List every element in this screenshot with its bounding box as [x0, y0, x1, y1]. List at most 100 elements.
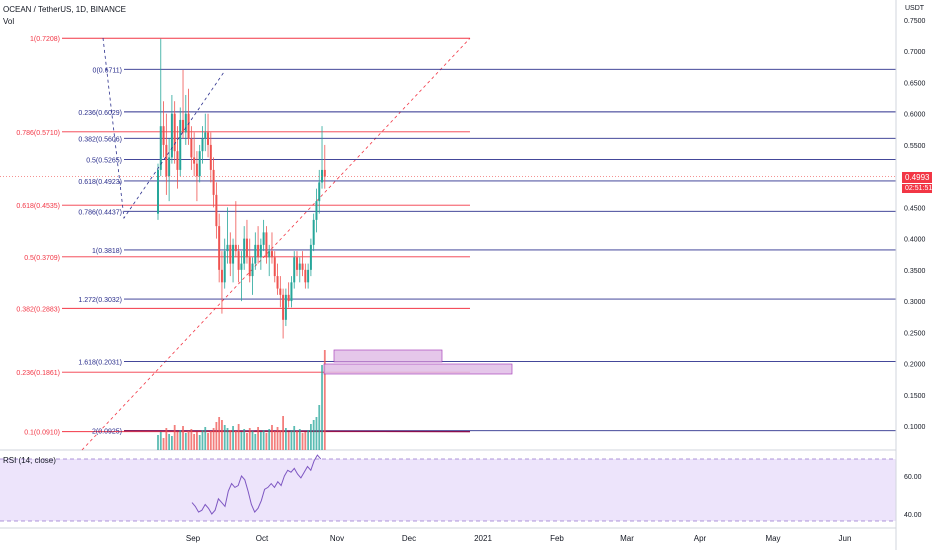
- price-tick-label: 0.3000: [904, 299, 926, 306]
- candle-body: [159, 126, 162, 170]
- price-tick-label: 0.4500: [904, 205, 926, 212]
- volume-bar: [246, 433, 248, 450]
- volume-bar: [315, 417, 318, 450]
- volume-bar: [218, 417, 221, 450]
- candle-body: [265, 232, 268, 258]
- volume-bar: [265, 433, 268, 450]
- volume-bar: [271, 425, 273, 450]
- candle-body: [168, 157, 171, 177]
- fib-red-label: 0.618(0.4535): [16, 203, 60, 210]
- candle-body: [170, 113, 173, 158]
- candle-body: [304, 269, 307, 283]
- volume-bar: [176, 432, 179, 450]
- candle-body: [243, 238, 246, 264]
- candle-body: [290, 282, 293, 302]
- volume-bar: [165, 428, 168, 450]
- candle-body: [240, 263, 243, 270]
- fib-red-label: 0.236(0.1861): [16, 370, 60, 377]
- fib-red-label: 0.382(0.2883): [16, 306, 60, 313]
- candle-body: [179, 119, 182, 170]
- currency-label[interactable]: USDT: [905, 5, 925, 12]
- volume-bar: [212, 428, 215, 450]
- candle-body: [187, 113, 190, 139]
- candle-body: [248, 257, 251, 277]
- volume-bar: [298, 429, 301, 450]
- fib-extension-path: [102, 37, 225, 220]
- volume-bar: [301, 433, 304, 450]
- price-tick-label: 0.7000: [904, 49, 926, 56]
- volume-bar: [187, 431, 190, 450]
- candle-body: [257, 244, 260, 258]
- fib-red-label: 0.5(0.3709): [24, 255, 60, 262]
- time-tick-label: Oct: [256, 534, 269, 543]
- fib-blue-label: 2(0.0925): [92, 429, 122, 436]
- volume-bar: [287, 432, 290, 450]
- fib-red-trendline: [81, 37, 471, 451]
- time-tick-label: Sep: [186, 534, 201, 543]
- zone-box-upper: [333, 349, 443, 363]
- candle-body: [223, 251, 226, 283]
- candle-body: [209, 144, 212, 170]
- candle-body: [298, 263, 301, 270]
- candle-body: [312, 219, 315, 245]
- volume-bar: [273, 431, 276, 450]
- zone-box-lower: [323, 363, 513, 375]
- volume-bar: [226, 428, 229, 450]
- volume-bar: [293, 426, 296, 450]
- price-tick-label: 0.5500: [904, 143, 926, 150]
- candle-body: [193, 157, 196, 164]
- volume-bar: [279, 430, 282, 450]
- candle-body: [173, 113, 176, 152]
- volume-bar: [268, 429, 271, 450]
- fib-blue-label: 1.618(0.2031): [78, 360, 122, 367]
- volume-bar: [162, 438, 165, 450]
- time-tick-label: 2021: [474, 534, 492, 543]
- volume-bar: [257, 427, 259, 450]
- fib-blue-label: 1.272(0.3032): [78, 297, 122, 304]
- volume-label: Vol: [3, 17, 15, 26]
- candle-body: [251, 263, 254, 277]
- candle-body: [259, 244, 262, 258]
- fib-blue-label: 0.382(0.5606): [78, 136, 122, 143]
- volume-bar: [171, 436, 173, 450]
- rsi-tick-label: 40.00: [904, 512, 922, 519]
- fib-blue-label: 0.236(0.6029): [78, 110, 122, 117]
- price-tick-label: 0.2000: [904, 362, 926, 369]
- volume-bar: [229, 430, 232, 450]
- candle-body: [287, 294, 290, 302]
- time-tick-label: Jun: [839, 534, 852, 543]
- rsi-label[interactable]: RSI (14, close): [3, 456, 56, 465]
- candle-body: [301, 263, 304, 270]
- volume-bar: [234, 431, 237, 450]
- volume-bar: [251, 431, 254, 450]
- candle-body: [282, 294, 285, 320]
- candle-body: [207, 132, 210, 145]
- candle-body: [321, 169, 324, 183]
- candle-body: [268, 251, 271, 258]
- volume-bar: [312, 420, 315, 450]
- price-tick-label: 0.7500: [904, 18, 926, 25]
- volume-bar: [184, 433, 187, 450]
- candle-body: [284, 294, 287, 320]
- candle-body: [229, 244, 232, 264]
- volume-bar: [248, 428, 251, 450]
- candle-body: [309, 244, 312, 270]
- candle-body: [237, 251, 240, 270]
- price-tick-label: 0.2500: [904, 330, 926, 337]
- volume-bar: [215, 422, 218, 450]
- price-tick-label: 0.6000: [904, 112, 926, 119]
- rsi-tick-label: 60.00: [904, 474, 922, 481]
- volume-bar: [276, 427, 279, 450]
- price-tick-label: 0.4000: [904, 237, 926, 244]
- volume-bar: [204, 427, 207, 450]
- candle-body: [182, 119, 185, 133]
- symbol-title[interactable]: OCEAN / TetherUS, 1D, BINANCE: [3, 5, 126, 14]
- candle-body: [176, 151, 179, 170]
- volume-bar: [259, 432, 262, 450]
- candle-body: [190, 138, 193, 158]
- candle-body: [262, 232, 265, 245]
- fib-red-label: 0.1(0.0910): [24, 430, 60, 437]
- volume-bar: [182, 426, 184, 450]
